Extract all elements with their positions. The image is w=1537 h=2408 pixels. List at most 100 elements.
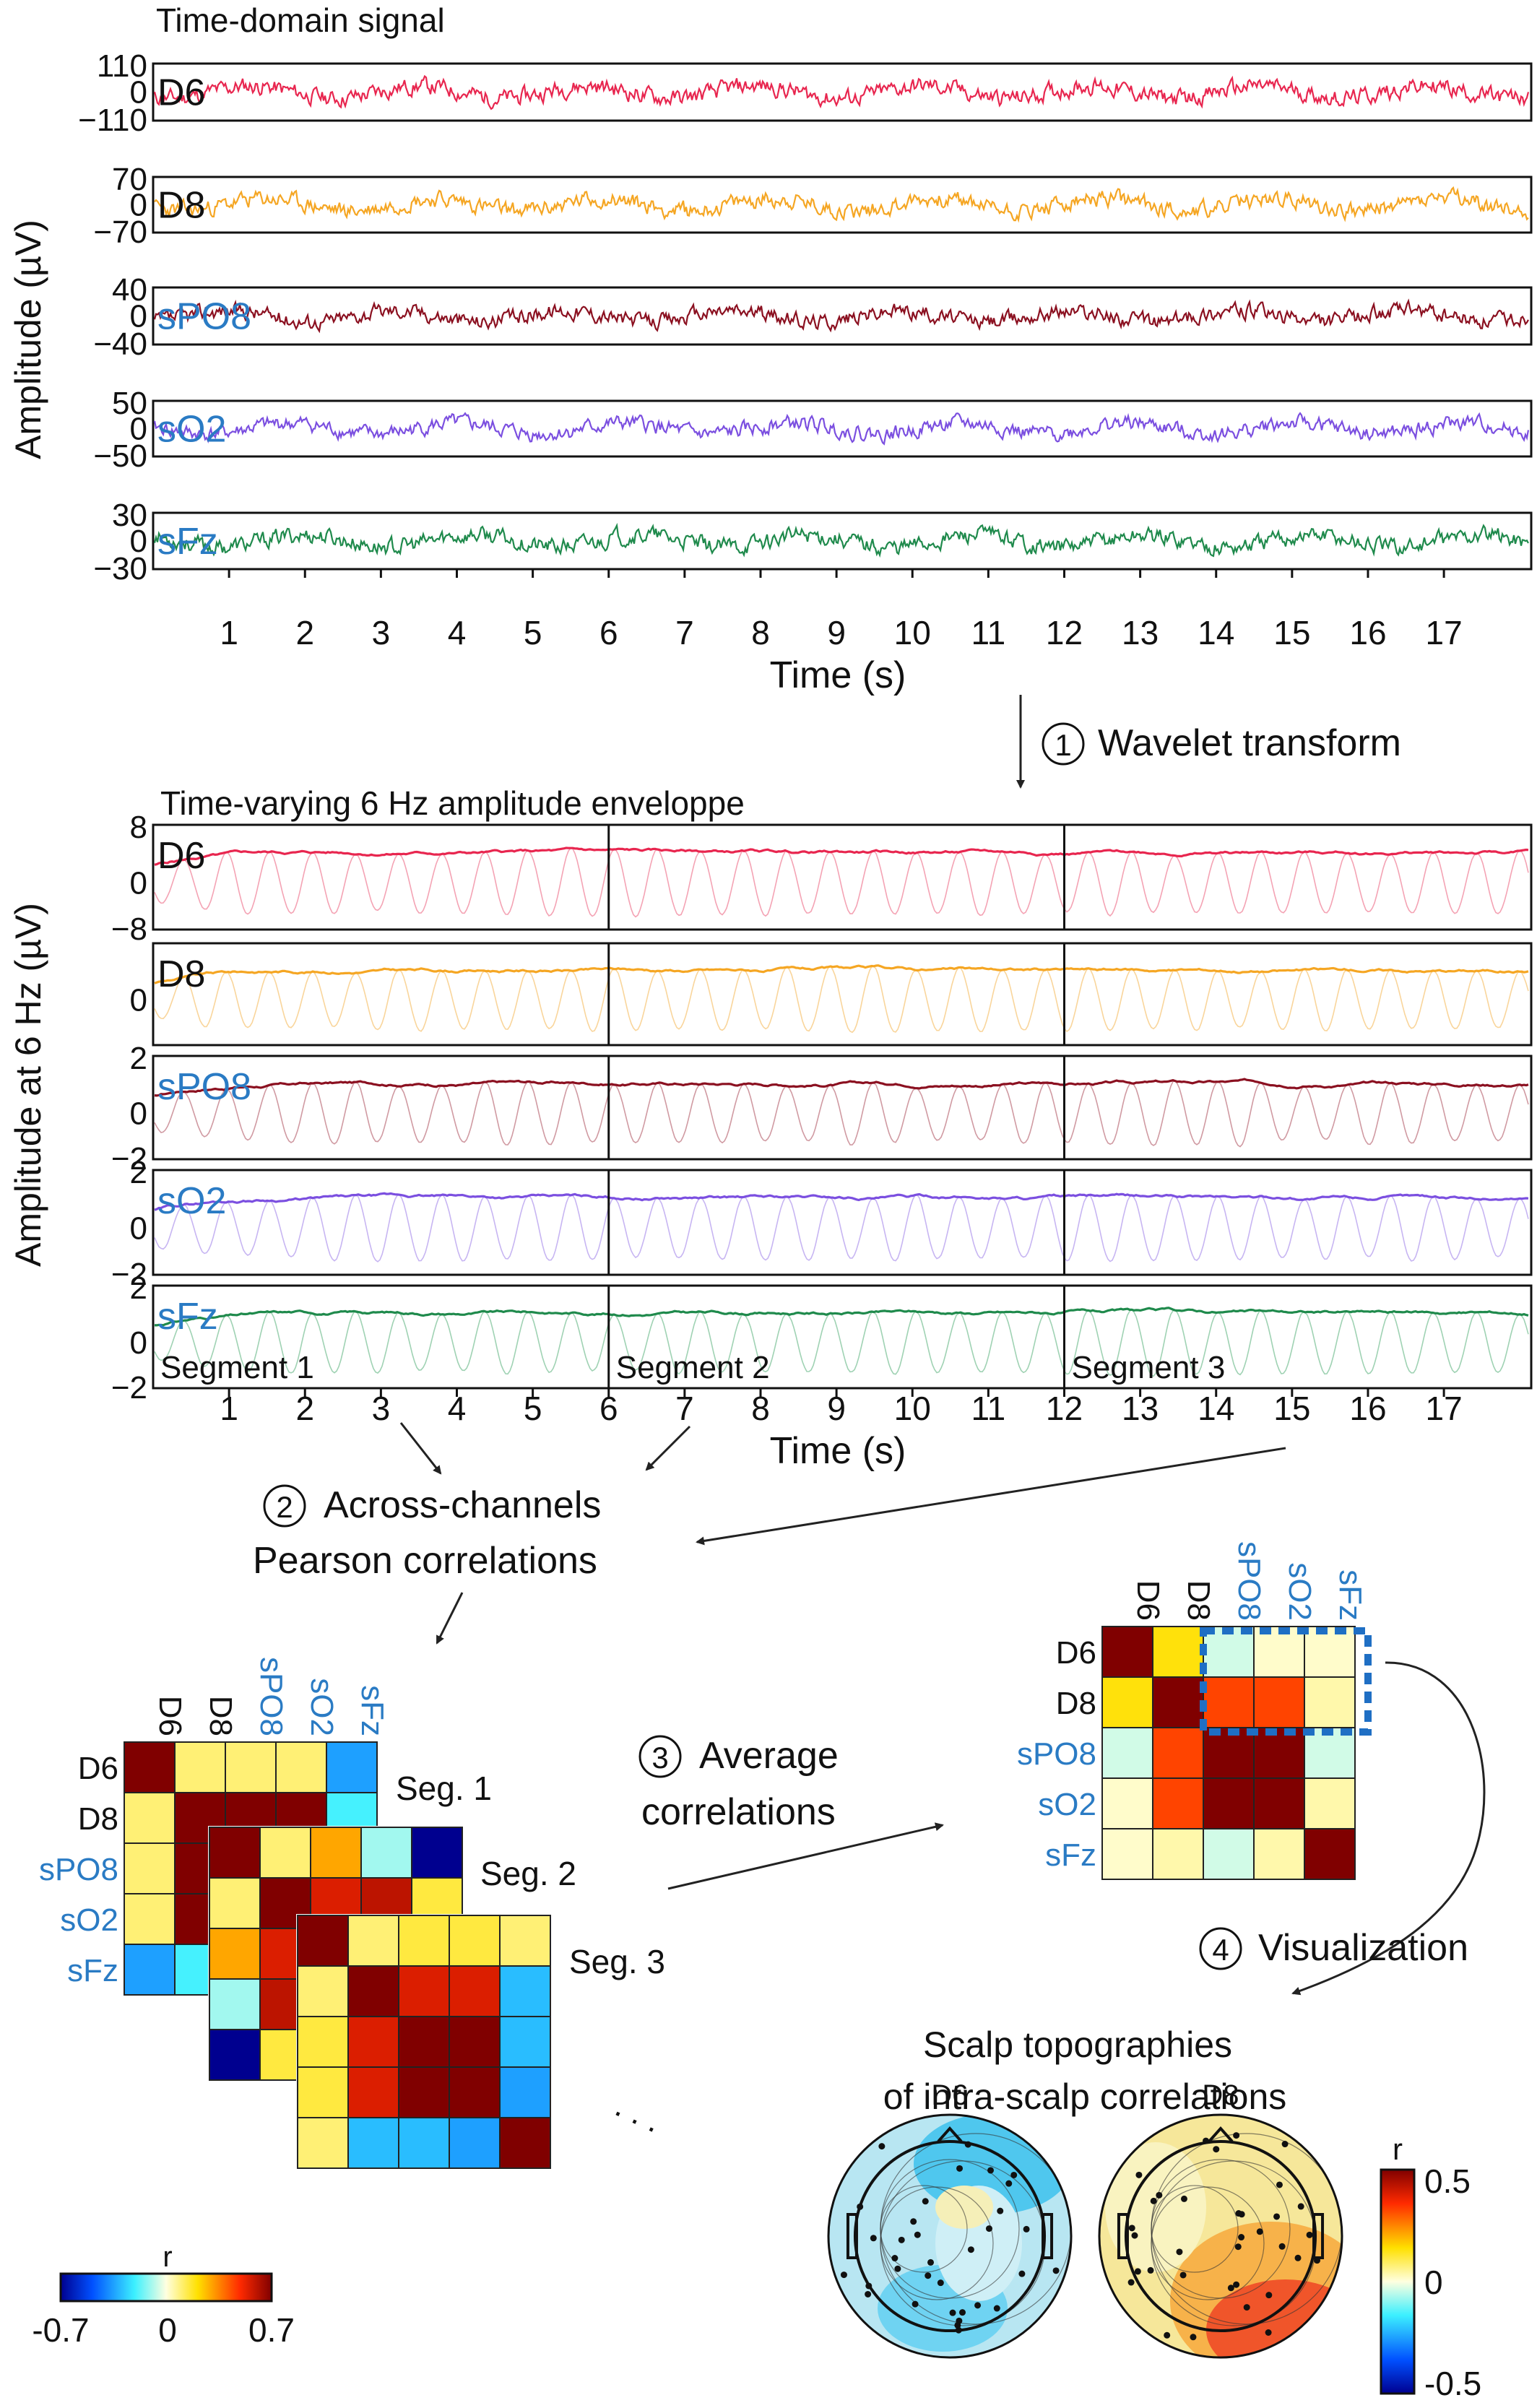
- matrix-cell: [449, 1965, 501, 2017]
- ytick-max: 40: [112, 272, 147, 308]
- electrode: [865, 2290, 872, 2297]
- matrix-cell: [1152, 1626, 1204, 1678]
- matrix-row-label: sPO8: [39, 1852, 118, 1887]
- matrix-col-label: D6: [152, 1696, 188, 1736]
- panel1-xlabel: Time (s): [770, 654, 906, 696]
- electrode: [1278, 2243, 1286, 2250]
- ytick-min: −110: [78, 103, 147, 138]
- electrode: [914, 2231, 921, 2238]
- xtick-label: 17: [1426, 1390, 1463, 1427]
- xtick-label: 8: [751, 614, 770, 651]
- electrode: [1150, 2197, 1157, 2204]
- electrode: [891, 2255, 899, 2262]
- xtick-label: 1: [220, 1390, 238, 1427]
- highlight-box: [1200, 1627, 1372, 1736]
- xtick-label: 13: [1122, 1390, 1159, 1427]
- matrix-cell: [1253, 1676, 1305, 1728]
- matrix-cell: [1304, 1676, 1356, 1728]
- electrode: [1190, 2334, 1197, 2341]
- nose: [937, 2126, 963, 2143]
- xtick-label: 12: [1046, 1390, 1083, 1427]
- topo-title-1: Scalp topographies: [923, 2024, 1232, 2065]
- arrow-to-matrices: [436, 1592, 464, 1645]
- electrode: [1238, 2211, 1245, 2218]
- electrode: [910, 2218, 917, 2225]
- electrode: [1134, 2268, 1141, 2275]
- svg-text:0.5: 0.5: [1424, 2162, 1471, 2200]
- matrix-row-label: D8: [78, 1801, 118, 1837]
- matrix-cell: [449, 2117, 501, 2169]
- panel2-channel-D6: D6 8 0 −8: [111, 810, 1533, 947]
- ytick-zero: 0: [130, 299, 147, 334]
- xtick-label: 12: [1046, 614, 1083, 651]
- electrode: [1176, 2248, 1183, 2256]
- electrode: [912, 2300, 919, 2308]
- segment-label-2: Segment 2: [616, 1350, 770, 1385]
- matrix-cell: [225, 1741, 277, 1793]
- matrix-cell: [124, 1944, 176, 1996]
- matrix-cell: [360, 1827, 412, 1879]
- signal-trace: [153, 298, 1529, 334]
- matrix-col-label: sPO8: [254, 1657, 289, 1736]
- xtick-label: 7: [675, 1390, 694, 1427]
- matrix-row-label: sPO8: [1017, 1736, 1096, 1772]
- electrode: [1179, 2271, 1187, 2279]
- electrode: [964, 2141, 971, 2148]
- xtick-label: 10: [894, 614, 931, 651]
- svg-text:r: r: [163, 2241, 172, 2273]
- matrix-cell: [347, 2117, 399, 2169]
- matrix-cell: [398, 2117, 450, 2169]
- topo-label: D8: [1202, 2079, 1239, 2111]
- svg-text:3: 3: [651, 1741, 668, 1775]
- electrode: [878, 2143, 886, 2150]
- matrix-col-label: D6: [1130, 1580, 1166, 1621]
- matrix-cell: [1203, 1676, 1255, 1728]
- ytick-zero: 0: [130, 188, 147, 223]
- panel2-plots: D6 8 0 −8 D8 0 sPO8 2 0 −2 sO2 2 0 −2 sFz 2 0 −2 Segment 1…: [111, 810, 1533, 1406]
- electrode: [1227, 2284, 1234, 2292]
- scalp-topographies: D6 D8: [827, 2079, 1343, 2359]
- matrix-row-label: D6: [78, 1751, 118, 1786]
- xtick-label: 14: [1198, 614, 1234, 651]
- matrix-average: D6 D6 D8 D8 sPO8 sPO8 sO2 sO2 sFz sFz: [1017, 1541, 1368, 1881]
- electrode: [1164, 2331, 1171, 2339]
- matrix-row-label: D6: [1056, 1635, 1096, 1671]
- electrode: [1294, 2254, 1302, 2261]
- electrode: [1180, 2195, 1187, 2202]
- matrix-cell: [124, 1842, 176, 1894]
- step4-label: 4 Visualization: [1199, 1927, 1468, 1970]
- matrix-col-label: sFz: [1333, 1569, 1368, 1621]
- ytick-max: 70: [112, 162, 147, 197]
- panel1-xaxis: 1 2 3 4 5 6 7 8 9 10 11 12 13 14 15 16 17: [220, 569, 1463, 651]
- xtick-label: 10: [894, 1390, 931, 1427]
- matrix-cell: [124, 1893, 176, 1945]
- matrix-cell: [1101, 1676, 1153, 1728]
- matrix-cell: [449, 1915, 501, 1967]
- electrode: [1005, 2180, 1013, 2187]
- ellipsis: . . .: [610, 2086, 667, 2139]
- ytick-min: −2: [111, 1141, 147, 1177]
- xtick-label: 8: [751, 1390, 770, 1427]
- xtick-label: 16: [1349, 614, 1386, 651]
- electrode: [1273, 2213, 1281, 2220]
- matrix-cell: [398, 1965, 450, 2017]
- xtick-label: 16: [1349, 1390, 1386, 1427]
- svg-text:-0.5: -0.5: [1424, 2365, 1481, 2402]
- matrix-cell: [209, 2029, 261, 2081]
- ytick-max: 8: [130, 810, 147, 845]
- xtick-label: 14: [1198, 1390, 1234, 1427]
- xtick-label: 6: [599, 1390, 618, 1427]
- electrode: [922, 2198, 929, 2205]
- svg-text:r: r: [1393, 2132, 1403, 2166]
- matrix-cell: [499, 2117, 551, 2169]
- ytick-max: 110: [97, 48, 147, 84]
- panel2-channel-D8: D8 0: [130, 942, 1533, 1047]
- matrix-cell: [209, 1827, 261, 1879]
- electrode: [1306, 2231, 1313, 2238]
- xtick-label: 1: [220, 614, 238, 651]
- svg-text:1: 1: [1055, 728, 1071, 762]
- electrode: [870, 2235, 877, 2242]
- matrix-row-label: sO2: [1038, 1787, 1096, 1822]
- electrode: [927, 2258, 935, 2266]
